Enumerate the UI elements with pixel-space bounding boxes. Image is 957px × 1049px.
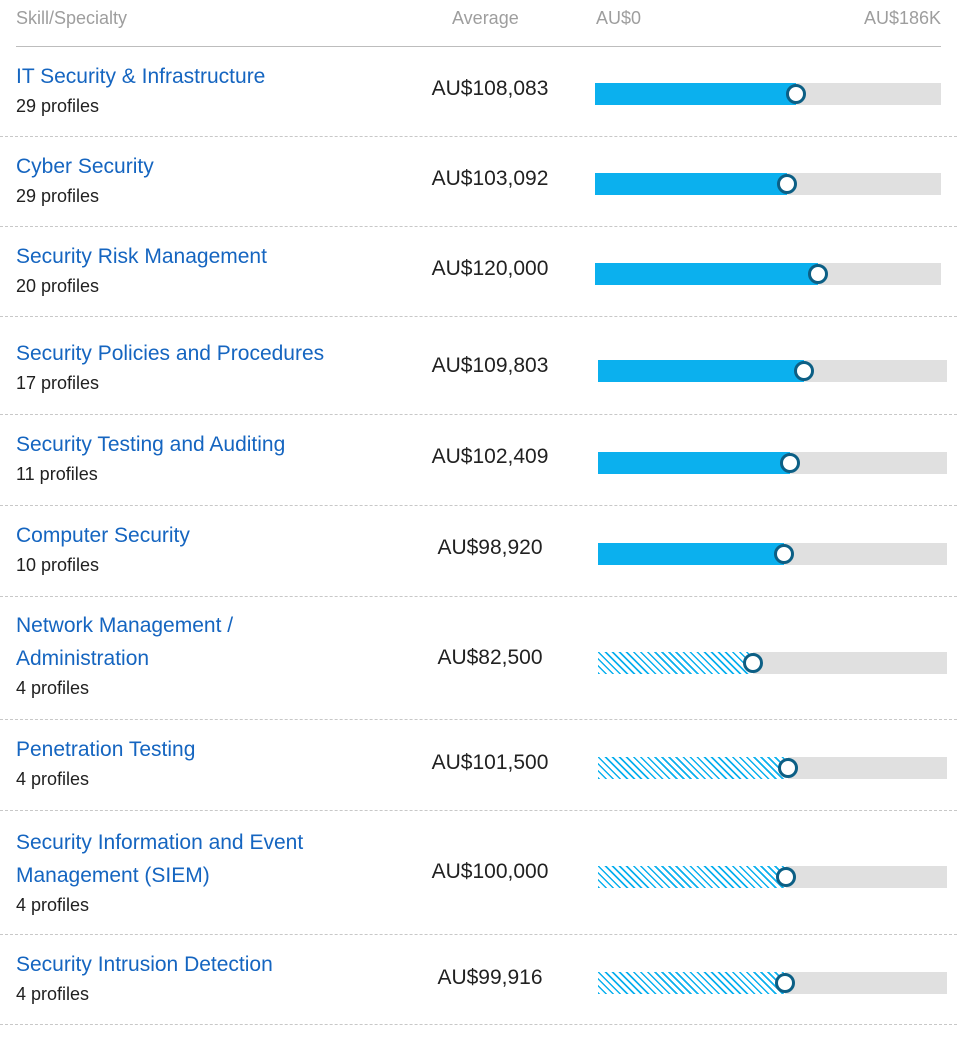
- skill-link[interactable]: IT Security & Infrastructure: [16, 65, 266, 88]
- salary-bar-track: [595, 173, 941, 195]
- skill-cell: Security Risk Management 20 profiles: [16, 240, 346, 298]
- header-scale-min-label: AU$0: [596, 8, 642, 28]
- skill-row: Security Information and Event Managemen…: [0, 811, 957, 935]
- profile-count: 29 profiles: [16, 96, 100, 116]
- skill-cell: Security Testing and Auditing 11 profiles: [16, 428, 346, 486]
- profile-count: 4 profiles: [16, 769, 90, 789]
- skill-row: Security Intrusion Detection 4 profiles AU…: [0, 935, 957, 1025]
- profile-count: 4 profiles: [16, 984, 90, 1004]
- salary-bar-track: [598, 452, 947, 474]
- salary-bar-fill-estimated: [598, 757, 789, 779]
- salary-marker-icon: [773, 544, 794, 564]
- salary-bar-fill: [595, 263, 819, 285]
- salary-bar-track: [598, 866, 947, 888]
- average-salary: AU$82,500: [437, 646, 543, 669]
- salary-marker-icon: [742, 653, 763, 673]
- salary-bar-track: [595, 263, 941, 285]
- average-salary: AU$109,803: [431, 354, 549, 377]
- average-salary: AU$103,092: [431, 167, 549, 190]
- header-average-label: Average: [452, 8, 519, 28]
- skill-row: IT Security & Infrastructure 29 profiles A…: [0, 47, 957, 137]
- skill-row: Network Management / Administration 4 pro…: [0, 597, 957, 720]
- table-header: Skill/Specialty Average AU$0 AU$186K: [16, 0, 941, 47]
- average-salary: AU$100,000: [431, 860, 549, 883]
- skill-row: Cyber Security 29 profiles AU$103,092: [0, 137, 957, 227]
- salary-marker-icon: [786, 84, 807, 104]
- skill-link[interactable]: Security Intrusion Detection: [16, 953, 273, 976]
- salary-bar-fill: [598, 452, 791, 474]
- average-salary: AU$99,916: [437, 966, 543, 989]
- skill-row: Security Risk Management 20 profiles AU$12…: [0, 227, 957, 317]
- skill-cell: Network Management / Administration 4 pro…: [16, 609, 346, 700]
- profile-count: 11 profiles: [16, 464, 98, 484]
- skill-row: Penetration Testing 4 profiles AU$101,500: [0, 720, 957, 811]
- average-salary: AU$102,409: [431, 445, 549, 468]
- skill-link[interactable]: Computer Security: [16, 524, 190, 547]
- profile-count: 4 profiles: [16, 678, 90, 698]
- skill-cell: Cyber Security 29 profiles: [16, 150, 346, 208]
- salary-bar-track: [598, 757, 947, 779]
- salary-bar-fill-estimated: [598, 866, 786, 888]
- salary-bar-track: [595, 83, 941, 105]
- skill-rows: IT Security & Infrastructure 29 profiles A…: [0, 47, 957, 1025]
- skill-link[interactable]: Penetration Testing: [16, 738, 196, 761]
- salary-bar-track: [598, 360, 947, 382]
- profile-count: 17 profiles: [16, 373, 100, 393]
- salary-marker-icon: [775, 867, 796, 887]
- header-scale-max-label: AU$186K: [863, 8, 941, 28]
- skill-link[interactable]: Security Information and Event Managemen…: [16, 831, 304, 887]
- skill-link[interactable]: Security Testing and Auditing: [16, 433, 286, 456]
- salary-marker-icon: [794, 361, 815, 381]
- profile-count: 4 profiles: [16, 895, 90, 915]
- salary-marker-icon: [780, 453, 801, 473]
- salary-marker-icon: [808, 264, 829, 284]
- skill-cell: Penetration Testing 4 profiles: [16, 733, 346, 791]
- salary-bar-fill: [595, 83, 797, 105]
- header-skill-label: Skill/Specialty: [16, 8, 128, 28]
- salary-bar-track: [598, 652, 947, 674]
- salary-marker-icon: [775, 973, 796, 993]
- salary-bar-track: [598, 543, 947, 565]
- skill-link[interactable]: Security Policies and Procedures: [16, 342, 325, 365]
- salary-marker-icon: [778, 758, 799, 778]
- average-salary: AU$120,000: [431, 257, 549, 280]
- skill-cell: Security Policies and Procedures 17 profi…: [16, 337, 346, 395]
- skill-cell: Security Intrusion Detection 4 profiles: [16, 948, 346, 1006]
- skill-row: Computer Security 10 profiles AU$98,920: [0, 506, 957, 597]
- skill-cell: Security Information and Event Managemen…: [16, 826, 346, 917]
- skill-row: Security Testing and Auditing 11 profiles…: [0, 415, 957, 506]
- average-salary: AU$101,500: [431, 751, 549, 774]
- salary-bar-track: [598, 972, 947, 994]
- average-salary: AU$108,083: [431, 77, 549, 100]
- average-salary: AU$98,920: [437, 536, 543, 559]
- salary-bar-fill: [595, 173, 787, 195]
- profile-count: 29 profiles: [16, 186, 100, 206]
- profile-count: 10 profiles: [16, 555, 100, 575]
- salary-bar-fill: [598, 543, 784, 565]
- profile-count: 20 profiles: [16, 276, 100, 296]
- salary-bar-fill: [598, 360, 805, 382]
- salary-marker-icon: [776, 174, 797, 194]
- skill-cell: Computer Security 10 profiles: [16, 519, 346, 577]
- skill-link[interactable]: Cyber Security: [16, 155, 154, 178]
- salary-bar-fill-estimated: [598, 972, 786, 994]
- skill-cell: IT Security & Infrastructure 29 profiles: [16, 60, 346, 118]
- skill-row: Security Policies and Procedures 17 profi…: [0, 317, 957, 415]
- skill-link[interactable]: Security Risk Management: [16, 245, 267, 268]
- skill-link[interactable]: Network Management / Administration: [16, 614, 234, 670]
- salary-bar-fill-estimated: [598, 652, 753, 674]
